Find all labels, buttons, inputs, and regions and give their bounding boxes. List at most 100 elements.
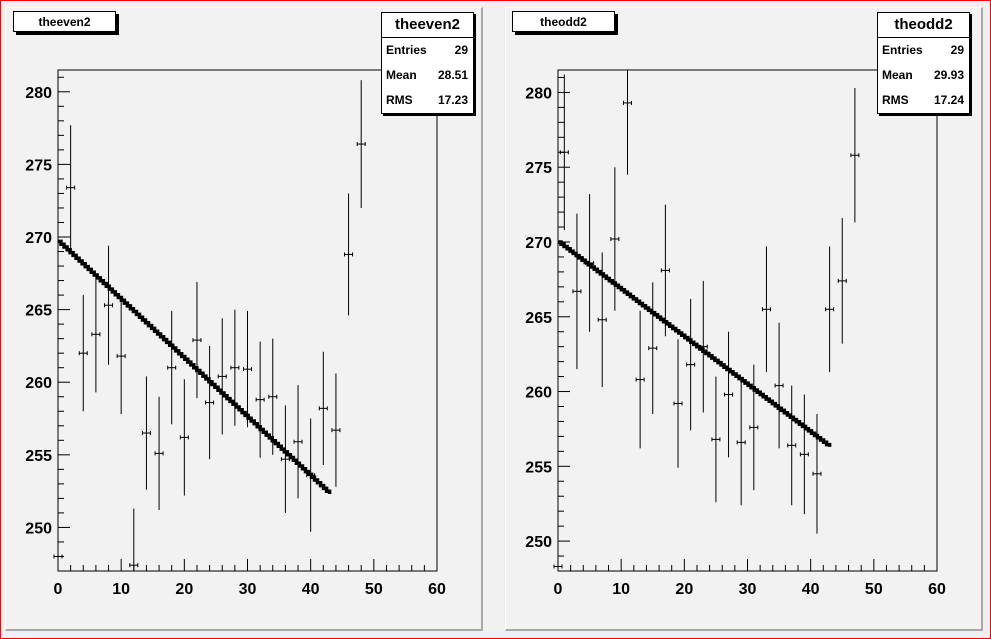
x-tick-label: 20 (175, 581, 193, 598)
histogram-title-box[interactable]: theeven2 (13, 11, 116, 32)
stats-label: Mean (386, 68, 417, 82)
stats-box[interactable]: theeven2 Entries 29 Mean 28.51 RMS 17.23 (381, 12, 474, 114)
data-point (167, 311, 177, 425)
stats-row-mean: Mean 29.93 (878, 63, 969, 88)
y-tick-label: 265 (525, 310, 552, 327)
pad-theodd2[interactable]: 0 10 20 30 40 50 60 250 255 260 265 270 275 280 theod… (505, 7, 983, 631)
y-tick-label: 255 (525, 459, 552, 476)
y-tick-label: 260 (25, 375, 52, 392)
data-point (268, 338, 278, 455)
data-point (711, 376, 721, 503)
stats-title: theodd2 (878, 13, 969, 38)
stats-box[interactable]: theodd2 Entries 29 Mean 29.93 RMS 17.24 (877, 12, 970, 114)
data-point (799, 394, 809, 515)
data-point (141, 376, 151, 490)
data-point (255, 341, 265, 458)
x-tick-label: 0 (54, 581, 63, 598)
fit-line (58, 239, 332, 494)
stats-value: 17.23 (437, 93, 468, 107)
data-point (724, 331, 734, 458)
y-tick-label: 270 (25, 230, 52, 247)
y-tick-label: 275 (25, 157, 52, 174)
stats-label: Entries (882, 43, 923, 57)
data-point (66, 125, 76, 251)
x-tick-label: 60 (428, 581, 446, 598)
data-point (318, 351, 328, 465)
data-point (356, 80, 366, 208)
pad-theeven2[interactable]: 0 10 20 30 40 50 60 250 255 260 265 270 275 280 theev… (5, 7, 483, 631)
stats-value: 29 (454, 43, 468, 57)
y-tick-label: 280 (525, 85, 552, 102)
data-point (331, 373, 341, 487)
data-point (129, 508, 139, 571)
data-point (154, 396, 164, 511)
x-tick-label: 50 (865, 581, 883, 598)
x-tick-label: 10 (612, 581, 630, 598)
data-point (116, 297, 126, 415)
x-tick-label: 0 (554, 581, 563, 598)
y-tick-label: 275 (525, 160, 552, 177)
x-tick-label: 30 (239, 581, 257, 598)
data-point (850, 87, 860, 223)
stats-row-rms: RMS 17.23 (382, 88, 473, 113)
y-tick-label: 280 (25, 85, 52, 102)
plot-theeven2: 0 10 20 30 40 50 60 250 255 260 265 270 275 280 (25, 69, 446, 598)
histogram-title-box[interactable]: theodd2 (512, 11, 615, 32)
x-tick-label: 20 (675, 581, 693, 598)
data-point (344, 193, 354, 316)
data-point (660, 204, 670, 337)
data-point (686, 298, 696, 431)
data-point (736, 379, 746, 506)
stats-label: RMS (386, 93, 413, 107)
data-point (293, 385, 303, 499)
stats-row-rms: RMS 17.24 (878, 88, 969, 113)
x-tick-label: 10 (112, 581, 130, 598)
y-tick-label: 250 (25, 520, 52, 537)
data-point (280, 405, 290, 513)
data-point (91, 276, 101, 393)
plot-frame (557, 69, 938, 572)
data-point (648, 282, 658, 414)
x-tick-label: 60 (928, 581, 946, 598)
stats-label: RMS (882, 93, 909, 107)
fit-line (558, 240, 832, 447)
data-point (774, 322, 784, 449)
x-tick-label: 50 (365, 581, 383, 598)
y-tick-label: 250 (525, 534, 552, 551)
data-point (837, 218, 847, 344)
data-point (78, 295, 88, 412)
data-point (572, 213, 582, 370)
data-point (553, 554, 563, 571)
stats-row-entries: Entries 29 (382, 38, 473, 63)
x-tick-label: 40 (802, 581, 820, 598)
data-point (192, 282, 202, 399)
plot-theodd2: 0 10 20 30 40 50 60 250 255 260 265 270 275 280 (525, 69, 946, 598)
stats-row-entries: Entries 29 (878, 38, 969, 63)
histogram-title: theodd2 (540, 15, 587, 29)
data-point (205, 345, 215, 460)
data-point (53, 539, 63, 571)
stats-value: 29.93 (933, 68, 964, 82)
data-point (673, 339, 683, 468)
stats-value: 17.24 (933, 93, 964, 107)
stats-label: Mean (882, 68, 913, 82)
data-point (635, 310, 645, 449)
stats-value: 28.51 (437, 68, 468, 82)
data-point (825, 246, 835, 373)
x-tick-label: 30 (739, 581, 757, 598)
data-point (761, 246, 771, 373)
stats-title: theeven2 (382, 13, 473, 38)
data-point (787, 385, 797, 506)
data-point (104, 245, 114, 365)
y-tick-label: 260 (525, 385, 552, 402)
data-point (217, 318, 227, 435)
data-point (559, 74, 569, 231)
x-tick-label: 40 (302, 581, 320, 598)
stats-label: Entries (386, 43, 427, 57)
y-tick-label: 265 (25, 303, 52, 320)
data-point (622, 70, 632, 175)
data-point (243, 311, 252, 428)
data-point (749, 364, 759, 491)
histogram-title: theeven2 (38, 15, 91, 29)
